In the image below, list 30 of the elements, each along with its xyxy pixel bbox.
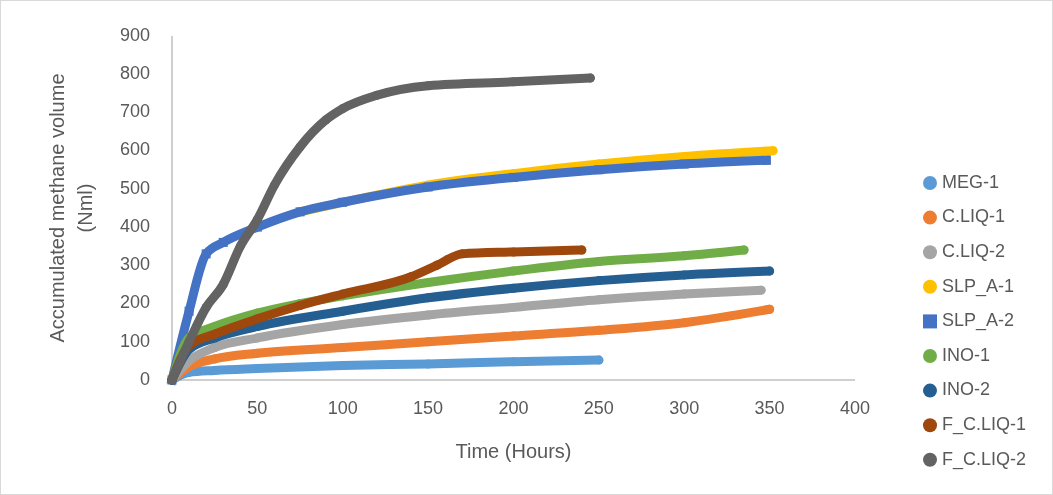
y-tick-label: 300 [119,254,150,275]
y-tick-label: 600 [119,139,150,160]
x-tick-label: 50 [247,398,268,418]
legend-label: SLP_A-2 [942,310,1015,332]
legend-label: SLP_A-1 [942,275,1015,297]
x-tick-label: 100 [327,398,358,418]
x-axis-title: Time (Hours) [455,440,572,462]
legend-label: F_C.LIQ-2 [942,448,1027,470]
legend-label: INO-1 [942,344,991,365]
x-tick-label: 0 [166,398,178,418]
legend-label: INO-2 [942,379,991,400]
y-tick-label: 200 [119,292,150,313]
y-tick-label: 900 [119,24,150,45]
y-tick-label: 400 [119,215,150,236]
y-tick-label: 100 [119,330,150,351]
x-tick-label: 200 [498,398,529,418]
legend-label: F_C.LIQ-1 [942,413,1027,435]
legend-label: C.LIQ-1 [942,206,1006,227]
x-tick-label: 250 [583,398,614,418]
y-tick-label: 700 [119,101,150,122]
x-tick-label: 150 [413,398,444,418]
y-tick-label: 800 [119,62,150,83]
x-tick-label: 300 [669,398,700,418]
y-tick-label: 0 [139,368,150,389]
legend-label: MEG-1 [942,171,1000,192]
x-tick-label: 350 [754,398,785,418]
x-tick-label: 400 [839,398,871,418]
legend-label: C.LIQ-2 [942,240,1006,261]
y-axis-title: Accumulated methane volume (Nml) [46,73,96,343]
y-tick-label: 500 [119,177,150,198]
